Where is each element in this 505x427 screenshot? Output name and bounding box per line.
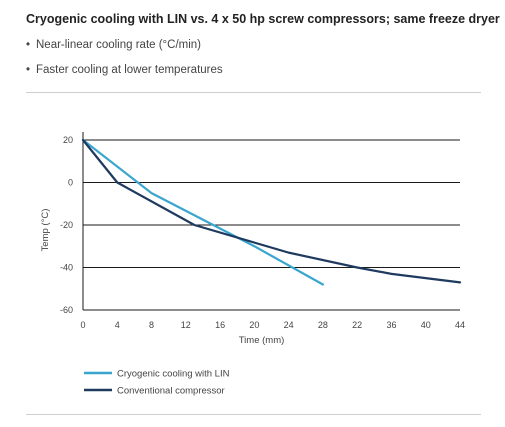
y-tick-label: -60 <box>60 305 73 315</box>
bottom-divider <box>26 414 481 415</box>
series-line-conventional <box>81 138 462 284</box>
top-divider <box>26 92 481 93</box>
x-axis-label: Time (mm) <box>239 335 285 346</box>
series-lines <box>81 138 462 286</box>
grid-lines <box>83 139 460 311</box>
x-tick-label: 0 <box>80 320 85 330</box>
x-tick-label: 4 <box>115 320 120 330</box>
series-line-cryogenic <box>81 138 325 286</box>
legend-label: Cryogenic cooling with LIN <box>117 369 230 380</box>
x-tick-label: 16 <box>215 320 225 330</box>
bullet-item: • Faster cooling at lower temperatures <box>26 64 223 76</box>
y-tick-label: 20 <box>63 135 73 145</box>
x-tick-label: 24 <box>284 320 294 330</box>
x-tick-label: 22 <box>352 320 362 330</box>
x-tick-label: 44 <box>455 320 465 330</box>
chart-title: Cryogenic cooling with LIN vs. 4 x 50 hp… <box>26 12 500 26</box>
legend: Cryogenic cooling with LIN Conventional c… <box>84 369 230 397</box>
bullet-list: • Near-linear cooling rate (°C/min) • Fast… <box>26 38 223 88</box>
legend-label: Conventional compressor <box>117 386 225 397</box>
y-tick-label: -20 <box>60 220 73 230</box>
x-tick-label: 20 <box>249 320 259 330</box>
x-tick-label: 8 <box>149 320 154 330</box>
y-axis-label: Temp (°C) <box>40 209 51 252</box>
axes: 20 0 -20 -40 -60 0 4 8 12 16 20 24 28 22 36 40 44 Time (m… <box>40 132 465 346</box>
x-tick-label: 12 <box>181 320 191 330</box>
x-tick-label: 40 <box>421 320 431 330</box>
x-tick-label: 28 <box>318 320 328 330</box>
y-tick-label: -40 <box>60 263 73 273</box>
bullet-item: • Near-linear cooling rate (°C/min) <box>26 39 202 51</box>
y-tick-label: 0 <box>68 178 73 188</box>
x-tick-label: 36 <box>386 320 396 330</box>
